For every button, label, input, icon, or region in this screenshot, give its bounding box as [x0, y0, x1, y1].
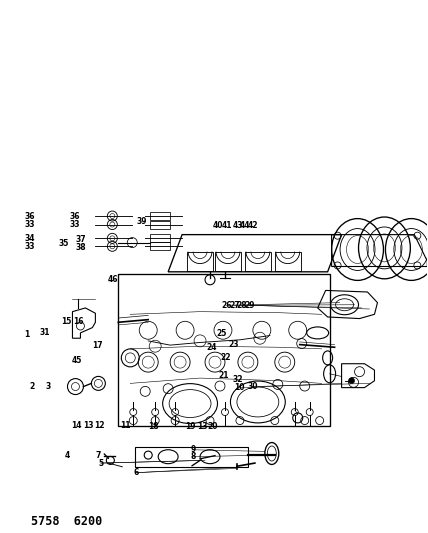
- Text: 12: 12: [95, 422, 105, 430]
- Circle shape: [348, 378, 354, 384]
- Text: 41: 41: [222, 221, 232, 230]
- Bar: [135, 447, 248, 467]
- Text: 2: 2: [29, 382, 35, 391]
- Text: 23: 23: [228, 340, 238, 349]
- Text: 38: 38: [76, 243, 86, 252]
- Text: 22: 22: [221, 353, 231, 362]
- Text: 46: 46: [107, 274, 118, 284]
- Text: 3: 3: [46, 382, 51, 391]
- Text: 10: 10: [235, 383, 245, 392]
- Text: 40: 40: [213, 221, 223, 230]
- Bar: [245, 252, 271, 271]
- Text: 34: 34: [25, 234, 36, 243]
- Text: 28: 28: [236, 301, 247, 310]
- Text: 31: 31: [39, 328, 50, 337]
- Bar: [215, 252, 241, 271]
- Text: 21: 21: [218, 371, 229, 380]
- Text: 33: 33: [25, 220, 36, 229]
- Text: 35: 35: [58, 239, 68, 248]
- Text: 4: 4: [64, 450, 69, 459]
- Bar: [275, 252, 301, 271]
- Text: 7: 7: [95, 450, 101, 459]
- Text: 39: 39: [136, 217, 147, 226]
- Text: 15: 15: [62, 317, 72, 326]
- Text: 13: 13: [83, 422, 93, 430]
- Text: 32: 32: [233, 375, 243, 384]
- Text: 24: 24: [207, 343, 217, 352]
- Text: 13: 13: [197, 423, 208, 431]
- Text: 26: 26: [222, 301, 232, 310]
- Text: 5758  6200: 5758 6200: [30, 514, 102, 528]
- Text: 33: 33: [69, 220, 80, 229]
- Text: 18: 18: [148, 423, 159, 431]
- Text: 25: 25: [217, 329, 227, 338]
- Bar: [187, 252, 213, 271]
- Text: 11: 11: [120, 422, 131, 430]
- Text: 14: 14: [71, 422, 82, 430]
- Text: 44: 44: [240, 221, 250, 230]
- Bar: [118, 274, 330, 426]
- Text: 36: 36: [25, 212, 36, 221]
- Bar: [150, 243, 170, 251]
- Text: 1: 1: [24, 330, 29, 339]
- Text: 27: 27: [229, 301, 240, 310]
- Bar: [150, 212, 170, 220]
- Text: 36: 36: [69, 212, 80, 221]
- Bar: [150, 221, 170, 229]
- Text: 9: 9: [191, 445, 196, 454]
- Text: 43: 43: [233, 221, 243, 230]
- Text: 30: 30: [247, 382, 258, 391]
- Text: 29: 29: [244, 301, 255, 310]
- Bar: [150, 235, 170, 243]
- Text: 20: 20: [208, 423, 218, 431]
- Text: 37: 37: [76, 235, 86, 244]
- Text: 19: 19: [185, 423, 196, 431]
- Text: 17: 17: [92, 341, 103, 350]
- Text: 8: 8: [191, 452, 196, 461]
- Text: 16: 16: [74, 317, 84, 326]
- Text: 45: 45: [71, 356, 82, 365]
- Text: 42: 42: [248, 221, 259, 230]
- Text: 6: 6: [134, 468, 139, 477]
- Text: 33: 33: [25, 242, 36, 251]
- Text: 5: 5: [98, 458, 104, 467]
